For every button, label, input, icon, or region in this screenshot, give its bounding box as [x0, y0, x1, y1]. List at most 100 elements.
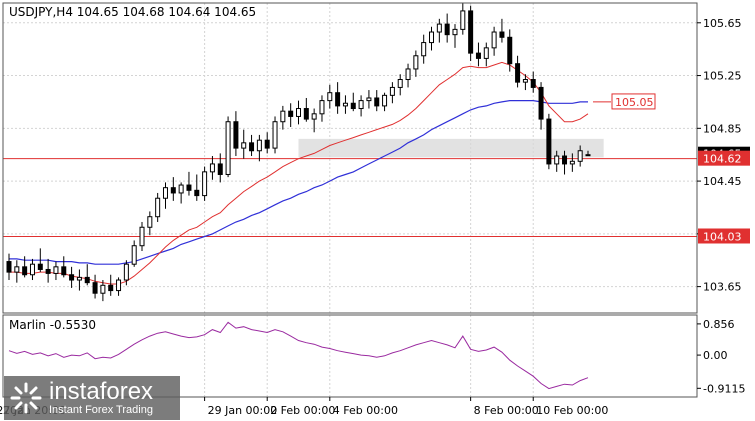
- candle-bear: [538, 86, 544, 120]
- osc-tick-label: 0.856: [703, 318, 735, 331]
- x-tick-label: 4 Feb 00:00: [333, 404, 398, 417]
- candle-bull: [116, 279, 122, 292]
- marlin-oscillator: [8, 321, 589, 390]
- candle-bear: [170, 187, 176, 194]
- y-tick-label: 104.85: [703, 122, 742, 135]
- indicator-panel-frame: [2, 314, 698, 398]
- y-tick-label: 105.65: [703, 17, 742, 30]
- y-tick-label: 104.45: [703, 175, 742, 188]
- candle-bull: [131, 245, 137, 265]
- candle-bull: [319, 100, 325, 115]
- candle-bull: [585, 154, 591, 157]
- indicator-label: Marlin -0.5530: [9, 318, 96, 332]
- candle-bear: [562, 155, 568, 165]
- level-price-tag: 104.03: [703, 230, 742, 243]
- candle-bull: [123, 263, 129, 281]
- instaforex-logo: instaforex Instant Forex Trading: [4, 376, 180, 420]
- candle-bull: [389, 86, 395, 96]
- x-tick-label: 10 Feb 00:00: [536, 404, 608, 417]
- candle-bull: [280, 110, 286, 123]
- candle-bear: [546, 118, 552, 165]
- candle-bull: [554, 155, 560, 165]
- target-price-label: 105.05: [615, 96, 654, 109]
- ma-slow-line: [9, 100, 588, 265]
- candle-bull: [272, 121, 278, 149]
- grid-layer: [3, 3, 697, 397]
- level-price-tag-bg: [698, 228, 750, 244]
- candle-bull: [491, 31, 497, 49]
- candle-bull: [311, 113, 317, 120]
- osc-tick-label: 0.00: [703, 349, 728, 362]
- candle-bear: [186, 184, 192, 191]
- candle-bull: [569, 160, 575, 165]
- y-tick-label: 103.65: [703, 281, 742, 294]
- candle-bear: [475, 52, 481, 59]
- candle-bull: [327, 92, 333, 102]
- candle-bear: [194, 189, 200, 197]
- candle-bull: [577, 150, 583, 162]
- candle-bull: [139, 226, 145, 247]
- candle-bear: [335, 92, 341, 107]
- candle-bear: [288, 110, 294, 117]
- candle-bull: [342, 102, 348, 107]
- candle-bull: [382, 94, 388, 107]
- candle-bull: [436, 23, 442, 33]
- candle-bull: [358, 100, 364, 110]
- candle-bear: [374, 97, 380, 107]
- candle-bull: [162, 187, 168, 199]
- osc-tick-label: -0.9115: [703, 382, 745, 395]
- candle-bull: [460, 10, 466, 30]
- logo-tagline: Instant Forex Trading: [49, 404, 153, 416]
- instaforex-logo-icon: [10, 382, 42, 414]
- candle-bear: [249, 142, 255, 152]
- candle-bull: [421, 42, 427, 57]
- candle-bull: [405, 68, 411, 81]
- candle-bear: [303, 108, 309, 120]
- candle-bear: [108, 284, 114, 292]
- highlight-zone-layer: [298, 138, 604, 158]
- candle-bull: [155, 197, 161, 218]
- candle-bear: [233, 121, 239, 149]
- candle-bull: [452, 28, 458, 36]
- panel-frames: [2, 2, 698, 398]
- candle-bull: [29, 263, 35, 276]
- candle-bear: [515, 63, 521, 83]
- candle-bull: [241, 142, 247, 149]
- candle-bear: [69, 274, 75, 281]
- candle-bear: [37, 263, 43, 270]
- candle-bear: [45, 268, 51, 274]
- candle-bear: [217, 163, 223, 175]
- candle-bull: [225, 121, 231, 175]
- candle-bull: [413, 55, 419, 70]
- marlin-line: [8, 321, 589, 390]
- candle-bear: [499, 31, 505, 38]
- candle-bull: [397, 79, 403, 88]
- candle-bull: [202, 171, 208, 197]
- candle-bull: [483, 47, 489, 59]
- level-price-tag: 104.62: [703, 153, 742, 166]
- candle-bear: [61, 266, 67, 276]
- y-tick-label: 105.25: [703, 70, 742, 83]
- target-price-box: [611, 93, 656, 110]
- candle-bull: [53, 266, 59, 274]
- candle-bull: [256, 139, 262, 152]
- candle-bear: [444, 23, 450, 36]
- candle-bear: [84, 276, 90, 284]
- candle-bull: [14, 266, 20, 273]
- x-tick-label: 2 Feb 00:00: [270, 404, 335, 417]
- candle-bear: [350, 102, 356, 110]
- candle-bear: [264, 139, 270, 149]
- price-panel-frame: [2, 2, 698, 314]
- candle-bull: [366, 97, 372, 102]
- level-price-tag-bg: [698, 150, 750, 166]
- candle-bear: [530, 79, 536, 88]
- resistance-zone: [298, 138, 604, 158]
- candle-bear: [507, 36, 513, 65]
- logo-brand: instaforex: [49, 378, 154, 405]
- moving-averages: [9, 61, 589, 285]
- candle-bull: [147, 216, 153, 228]
- candle-bull: [429, 31, 435, 44]
